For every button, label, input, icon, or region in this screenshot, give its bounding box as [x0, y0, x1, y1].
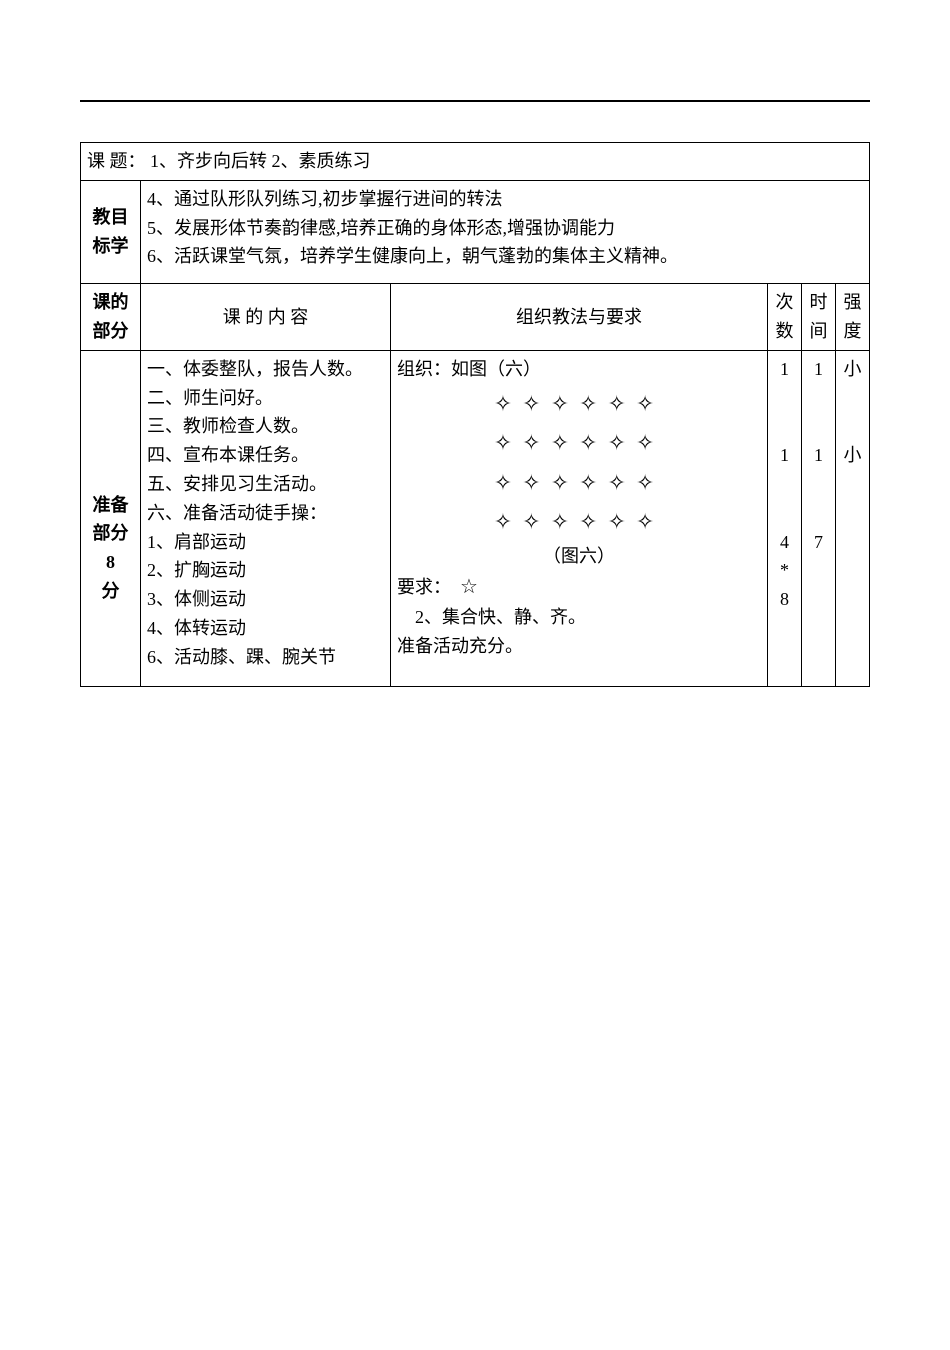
- req-text-1: 2、集合快、静、齐。: [397, 603, 761, 632]
- title-row: 课 题： 1、齐步向后转 2、素质练习: [81, 143, 870, 181]
- arrow-icon: ✧: [607, 391, 635, 416]
- title-text: 1、齐步向后转 2、素质练习: [150, 151, 371, 171]
- arrow-icon: ✧: [579, 430, 607, 455]
- goals-content: 4、通过队形队列练习,初步掌握行进间的转法 5、发展形体节奏韵律感,培养正确的身…: [141, 180, 870, 283]
- arrow-icon: ✧: [579, 391, 607, 416]
- formation-row-4: ✧✧✧✧✧✧: [397, 502, 761, 542]
- prep-time: 1 1 7: [802, 350, 836, 686]
- prep-method: 组织：如图（六） ✧✧✧✧✧✧ ✧✧✧✧✧✧ ✧✧✧✧✧✧ ✧✧✧✧✧✧ （图六…: [391, 350, 768, 686]
- prep-intensity: 小 小: [836, 350, 870, 686]
- arrow-icon: ✧: [522, 391, 550, 416]
- prep-content: 一、体委整队，报告人数。 二、师生问好。 三、教师检查人数。 四、宣布本课任务。…: [141, 350, 391, 686]
- formation-row-1: ✧✧✧✧✧✧: [397, 384, 761, 424]
- org-line: 组织：如图（六）: [397, 355, 761, 384]
- goals-label: 教目 标学: [81, 180, 141, 283]
- arrow-icon: ✧: [579, 470, 607, 495]
- arrow-icon: ✧: [551, 391, 579, 416]
- arrow-icon: ✧: [636, 470, 664, 495]
- arrow-icon: ✧: [636, 430, 664, 455]
- formation-row-3: ✧✧✧✧✧✧: [397, 463, 761, 503]
- arrow-icon: ✧: [551, 430, 579, 455]
- arrow-icon: ✧: [522, 430, 550, 455]
- arrow-icon: ✧: [579, 509, 607, 534]
- arrow-icon: ✧: [607, 430, 635, 455]
- arrow-icon: ✧: [636, 391, 664, 416]
- arrow-icon: ✧: [551, 509, 579, 534]
- star-icon: ☆: [460, 576, 478, 598]
- arrow-icon: ✧: [607, 509, 635, 534]
- prep-count: 1 1 4 * 8: [768, 350, 802, 686]
- header-intensity: 强 度: [836, 284, 870, 351]
- arrow-icon: ✧: [522, 509, 550, 534]
- lesson-table: 课 题： 1、齐步向后转 2、素质练习 教目 标学 4、通过队形队列练习,初步掌…: [80, 142, 870, 687]
- arrow-icon: ✧: [494, 391, 522, 416]
- arrow-icon: ✧: [494, 430, 522, 455]
- goals-row: 教目 标学 4、通过队形队列练习,初步掌握行进间的转法 5、发展形体节奏韵律感,…: [81, 180, 870, 283]
- arrow-icon: ✧: [636, 509, 664, 534]
- arrow-icon: ✧: [551, 470, 579, 495]
- header-row: 课的 部分 课 的 内 容 组织教法与要求 次 数 时 间 强 度: [81, 284, 870, 351]
- header-part: 课的 部分: [81, 284, 141, 351]
- title-label: 课 题：: [87, 147, 146, 176]
- prep-row: 准备 部分 8 分 一、体委整队，报告人数。 二、师生问好。 三、教师检查人数。…: [81, 350, 870, 686]
- requirement-line: 要求： ☆: [397, 571, 761, 603]
- arrow-icon: ✧: [494, 470, 522, 495]
- header-method: 组织教法与要求: [391, 284, 768, 351]
- header-content: 课 的 内 容: [141, 284, 391, 351]
- arrow-icon: ✧: [522, 470, 550, 495]
- arrow-icon: ✧: [607, 470, 635, 495]
- prep-label: 准备 部分 8 分: [81, 350, 141, 686]
- header-time: 时 间: [802, 284, 836, 351]
- header-count: 次 数: [768, 284, 802, 351]
- req-text-2: 准备活动充分。: [397, 632, 761, 661]
- figure-caption: （图六）: [397, 542, 761, 571]
- arrow-icon: ✧: [494, 509, 522, 534]
- top-rule: [80, 100, 870, 102]
- formation-row-2: ✧✧✧✧✧✧: [397, 423, 761, 463]
